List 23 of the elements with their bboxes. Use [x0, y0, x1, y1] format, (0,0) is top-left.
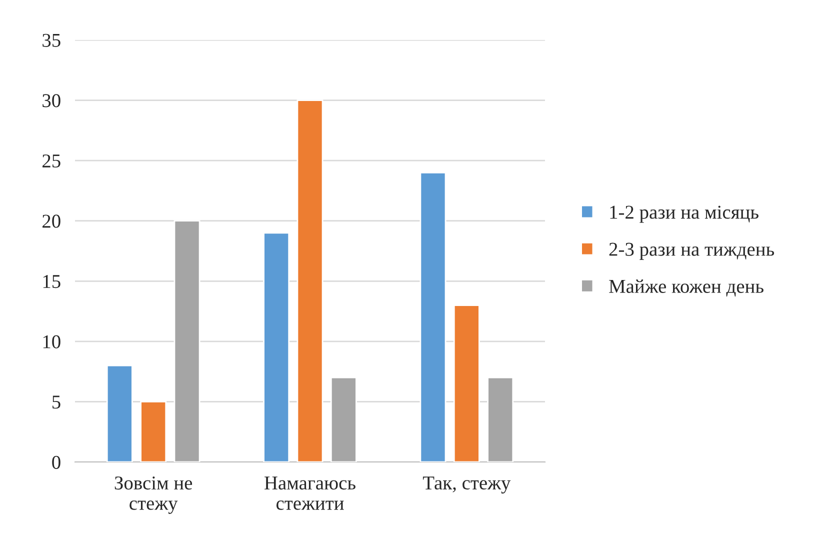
bar — [263, 232, 290, 462]
y-tick-label: 20 — [42, 214, 60, 228]
legend-label: 2-3 рази на тиждень — [609, 242, 774, 260]
bar — [487, 376, 514, 462]
bar — [174, 220, 200, 462]
y-tick-label: 15 — [43, 275, 60, 288]
x-tick-label: Намагаюсь стежити — [264, 476, 356, 510]
y-tick-label: 30 — [42, 94, 60, 108]
legend-label: Майже кожен день — [609, 279, 764, 297]
bar — [106, 364, 133, 462]
y-tick-label: 0 — [52, 456, 60, 469]
x-tick-label: Зовсім не стежу — [114, 476, 192, 514]
legend-label: 1-2 рази на місяць — [610, 206, 758, 223]
bar — [140, 401, 167, 462]
bar — [453, 304, 480, 462]
bar — [420, 172, 446, 462]
bar — [296, 100, 324, 462]
y-tick-label: 25 — [42, 154, 60, 168]
y-tick-label: 10 — [43, 335, 60, 348]
x-tick-label: Так, стежу — [422, 476, 511, 494]
y-tick-label: 35 — [42, 34, 60, 47]
y-tick-label: 5 — [52, 396, 60, 409]
bar — [330, 376, 357, 462]
